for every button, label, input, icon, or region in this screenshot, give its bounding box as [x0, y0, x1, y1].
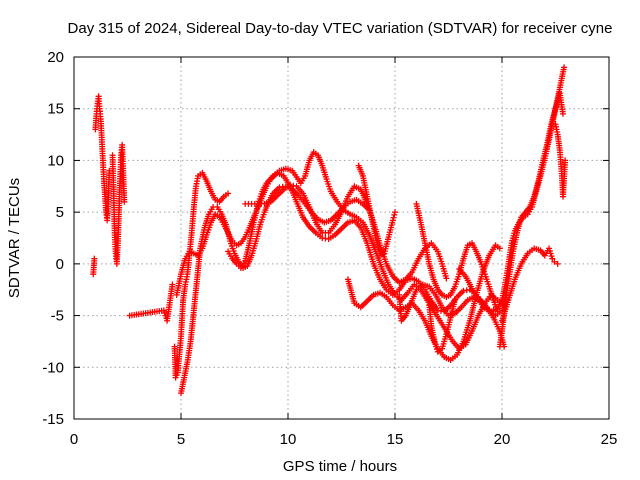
series-arc-g: [242, 182, 450, 286]
data-point: [169, 281, 176, 288]
x-tick-label: 5: [177, 431, 185, 448]
data-point: [225, 190, 232, 197]
data-point: [559, 110, 566, 117]
data-point: [554, 260, 561, 267]
x-axis-label: GPS time / hours: [283, 458, 397, 475]
x-tick-label: 20: [494, 431, 511, 448]
data-point: [551, 258, 558, 265]
marks-layer: [90, 64, 569, 397]
series-arc-n: [499, 245, 561, 324]
y-tick-label: 15: [47, 101, 64, 118]
data-point-fill: [391, 211, 398, 218]
data-point-fill: [390, 214, 397, 221]
series-arc-j: [413, 200, 501, 315]
series-arc-a: [90, 93, 113, 278]
y-tick-label: -10: [42, 359, 64, 376]
x-tick-label: 15: [387, 431, 404, 448]
series-arc-e: [173, 169, 510, 319]
series-arc-b: [109, 141, 128, 267]
data-point: [121, 198, 128, 205]
y-tick-label: 20: [47, 49, 64, 66]
plot-frame: [73, 56, 610, 420]
series-arc-o: [552, 121, 569, 200]
data-point: [91, 255, 98, 262]
data-point: [451, 297, 458, 304]
data-point: [561, 64, 568, 71]
grid-layer: [74, 57, 609, 419]
series-arc-f: [225, 149, 508, 352]
chart-title: Day 315 of 2024, Sidereal Day-to-day VTE…: [68, 20, 613, 37]
data-point: [392, 209, 398, 216]
data-point: [549, 255, 556, 262]
y-axis-label: SDTVAR / TECUs: [6, 178, 23, 298]
data-point: [389, 217, 396, 224]
data-point: [443, 275, 450, 282]
y-tick-label: 5: [56, 204, 64, 221]
data-point: [562, 157, 569, 164]
series-arc-d: [178, 183, 373, 397]
y-tick-label: -15: [42, 411, 64, 428]
x-tick-label: 10: [280, 431, 297, 448]
y-tick-label: 10: [47, 152, 64, 169]
y-tick-label: -5: [51, 308, 64, 325]
x-tick-label: 0: [70, 431, 78, 448]
data-point: [496, 245, 503, 252]
x-tick-label: 25: [601, 431, 618, 448]
y-tick-label: 0: [56, 256, 64, 273]
series-arc-c: [126, 169, 232, 381]
tick-layer: 0 5 10 15 20 25 -15 -10 -5 0 5 10 15 20: [42, 49, 617, 448]
series-arc-k: [426, 297, 458, 355]
